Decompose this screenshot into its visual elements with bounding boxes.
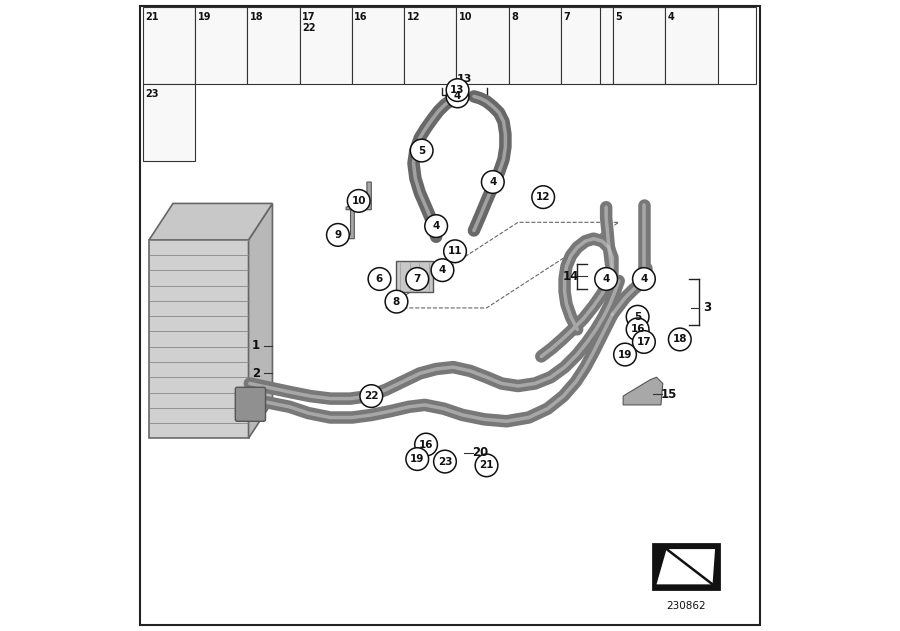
Text: 21: 21 bbox=[480, 461, 494, 470]
Circle shape bbox=[368, 268, 391, 290]
Text: 4: 4 bbox=[433, 221, 440, 231]
Bar bbox=[561, 7, 613, 84]
Bar bbox=[248, 7, 300, 84]
Circle shape bbox=[595, 268, 617, 290]
Text: 5: 5 bbox=[634, 312, 641, 322]
Text: 2: 2 bbox=[252, 367, 260, 380]
Text: 16: 16 bbox=[630, 324, 645, 334]
Text: 23: 23 bbox=[437, 457, 452, 466]
Text: 4: 4 bbox=[640, 274, 648, 284]
Text: 4: 4 bbox=[668, 12, 675, 22]
Polygon shape bbox=[248, 203, 273, 439]
Text: 10: 10 bbox=[459, 12, 472, 22]
Circle shape bbox=[669, 328, 691, 351]
Bar bbox=[652, 544, 719, 589]
Circle shape bbox=[347, 189, 370, 212]
Circle shape bbox=[633, 268, 655, 290]
Circle shape bbox=[446, 79, 469, 102]
Polygon shape bbox=[346, 182, 372, 209]
Text: 3: 3 bbox=[703, 302, 711, 314]
FancyBboxPatch shape bbox=[235, 387, 266, 422]
Polygon shape bbox=[623, 377, 662, 405]
Text: 12: 12 bbox=[536, 192, 551, 202]
Text: 13: 13 bbox=[450, 85, 464, 95]
Text: 17
22: 17 22 bbox=[302, 12, 316, 33]
Bar bbox=[599, 7, 756, 84]
Bar bbox=[143, 7, 195, 84]
Circle shape bbox=[425, 215, 447, 237]
Bar bbox=[456, 7, 508, 84]
Circle shape bbox=[406, 268, 428, 290]
Text: 13: 13 bbox=[457, 74, 472, 85]
Polygon shape bbox=[656, 549, 716, 584]
Circle shape bbox=[475, 454, 498, 476]
Circle shape bbox=[626, 318, 649, 341]
Text: 4: 4 bbox=[602, 274, 610, 284]
Text: 5: 5 bbox=[616, 12, 622, 22]
Bar bbox=[149, 240, 248, 439]
Circle shape bbox=[431, 259, 454, 281]
Bar bbox=[300, 7, 352, 84]
Text: 1: 1 bbox=[252, 339, 260, 352]
Polygon shape bbox=[149, 203, 273, 240]
Bar bbox=[613, 7, 665, 84]
Circle shape bbox=[626, 305, 649, 328]
Text: 21: 21 bbox=[145, 12, 158, 22]
Text: 18: 18 bbox=[672, 334, 687, 345]
Text: 15: 15 bbox=[661, 387, 678, 401]
Bar bbox=[195, 7, 248, 84]
Circle shape bbox=[327, 223, 349, 246]
Text: 12: 12 bbox=[407, 12, 420, 22]
Text: 14: 14 bbox=[562, 270, 579, 283]
Polygon shape bbox=[331, 209, 355, 239]
Bar bbox=[352, 7, 404, 84]
FancyBboxPatch shape bbox=[397, 261, 433, 292]
Circle shape bbox=[410, 139, 433, 162]
Text: 19: 19 bbox=[197, 12, 211, 22]
Bar bbox=[404, 7, 456, 84]
Circle shape bbox=[434, 451, 456, 473]
Circle shape bbox=[385, 290, 408, 313]
Circle shape bbox=[482, 171, 504, 193]
Circle shape bbox=[406, 448, 428, 470]
Text: 19: 19 bbox=[617, 350, 632, 360]
Bar bbox=[508, 7, 561, 84]
Text: 4: 4 bbox=[454, 91, 461, 102]
Text: 6: 6 bbox=[376, 274, 383, 284]
Circle shape bbox=[614, 343, 636, 366]
Text: 4: 4 bbox=[489, 177, 497, 187]
Text: 23: 23 bbox=[145, 89, 158, 99]
Bar bbox=[143, 84, 195, 161]
Text: 7: 7 bbox=[414, 274, 421, 284]
Circle shape bbox=[633, 331, 655, 353]
Text: 19: 19 bbox=[410, 454, 425, 464]
Circle shape bbox=[415, 433, 437, 456]
Text: 7: 7 bbox=[563, 12, 570, 22]
Circle shape bbox=[444, 240, 466, 262]
Text: 5: 5 bbox=[418, 146, 426, 156]
Text: 18: 18 bbox=[250, 12, 264, 22]
Text: 8: 8 bbox=[511, 12, 517, 22]
Circle shape bbox=[446, 85, 469, 108]
Text: 16: 16 bbox=[418, 440, 433, 449]
Text: 9: 9 bbox=[335, 230, 341, 240]
Text: 10: 10 bbox=[352, 196, 366, 206]
Text: 20: 20 bbox=[472, 446, 489, 459]
Circle shape bbox=[360, 385, 382, 408]
Text: 11: 11 bbox=[448, 246, 463, 256]
Text: 22: 22 bbox=[364, 391, 379, 401]
Text: 8: 8 bbox=[393, 297, 400, 307]
Text: 4: 4 bbox=[439, 265, 446, 275]
Circle shape bbox=[532, 186, 554, 208]
Bar bbox=[665, 7, 717, 84]
Text: 17: 17 bbox=[636, 337, 652, 347]
Text: 16: 16 bbox=[355, 12, 368, 22]
Text: 230862: 230862 bbox=[666, 601, 706, 611]
